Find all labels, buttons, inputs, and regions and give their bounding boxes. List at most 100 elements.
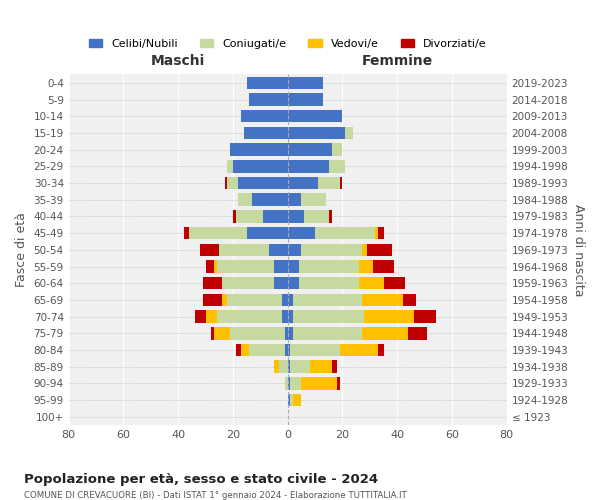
Bar [378,344,383,356]
Bar [287,110,343,122]
Bar [359,277,383,289]
Bar [318,177,340,190]
Bar [287,294,293,306]
Bar [285,377,287,390]
Bar [293,294,362,306]
Bar [282,294,287,306]
Bar [290,394,293,406]
Bar [299,260,359,273]
Bar [290,360,310,373]
Bar [304,210,329,222]
Bar [274,277,287,289]
Bar [250,94,287,106]
Bar [301,377,337,390]
Bar [236,344,241,356]
Bar [337,377,340,390]
Bar [287,177,318,190]
Y-axis label: Anni di nascita: Anni di nascita [572,204,585,296]
Bar [359,260,373,273]
Bar [184,227,189,239]
Bar [244,126,287,139]
Bar [290,377,301,390]
Bar [206,310,217,323]
Bar [376,227,378,239]
Bar [238,177,287,190]
Bar [263,210,287,222]
Bar [225,177,227,190]
Bar [331,144,343,156]
Bar [287,94,323,106]
Bar [269,244,287,256]
Bar [211,327,214,340]
Bar [413,310,436,323]
Bar [217,260,274,273]
Text: Popolazione per età, sesso e stato civile - 2024: Popolazione per età, sesso e stato civil… [24,472,378,486]
Bar [287,76,323,89]
Text: Femmine: Femmine [362,54,433,68]
Bar [287,160,329,172]
Bar [345,126,353,139]
Bar [331,360,337,373]
Bar [287,227,315,239]
Bar [241,110,287,122]
Bar [222,294,227,306]
Bar [203,294,222,306]
Bar [301,244,362,256]
Text: Maschi: Maschi [151,54,205,68]
Bar [214,260,217,273]
Bar [287,277,299,289]
Bar [241,344,250,356]
Bar [230,144,287,156]
Bar [362,294,403,306]
Bar [189,227,247,239]
Bar [222,277,274,289]
Bar [364,310,413,323]
Bar [206,260,214,273]
Text: COMUNE DI CREVACUORE (BI) - Dati ISTAT 1° gennaio 2024 - Elaborazione TUTTITALIA: COMUNE DI CREVACUORE (BI) - Dati ISTAT 1… [24,491,407,500]
Bar [362,244,367,256]
Bar [274,260,287,273]
Bar [310,360,331,373]
Bar [287,360,290,373]
Bar [378,227,383,239]
Bar [250,344,285,356]
Bar [227,294,282,306]
Bar [200,244,219,256]
Bar [233,210,236,222]
Bar [203,277,222,289]
Bar [274,360,280,373]
Bar [293,327,362,340]
Bar [227,177,238,190]
Bar [408,327,427,340]
Bar [287,210,304,222]
Bar [233,160,287,172]
Bar [247,227,287,239]
Bar [362,327,408,340]
Bar [329,210,331,222]
Y-axis label: Fasce di età: Fasce di età [15,212,28,288]
Bar [299,277,359,289]
Bar [230,327,285,340]
Bar [340,344,378,356]
Bar [367,244,392,256]
Bar [236,210,263,222]
Bar [214,327,230,340]
Bar [194,310,206,323]
Bar [301,194,326,206]
Bar [383,277,406,289]
Bar [287,327,293,340]
Bar [340,177,343,190]
Bar [315,227,376,239]
Legend: Celibi/Nubili, Coniugati/e, Vedovi/e, Divorziati/e: Celibi/Nubili, Coniugati/e, Vedovi/e, Di… [85,34,491,54]
Bar [219,244,269,256]
Bar [287,194,301,206]
Bar [373,260,394,273]
Bar [290,344,340,356]
Bar [252,194,287,206]
Bar [293,394,301,406]
Bar [287,377,290,390]
Bar [287,126,345,139]
Bar [217,310,282,323]
Bar [287,344,290,356]
Bar [285,344,287,356]
